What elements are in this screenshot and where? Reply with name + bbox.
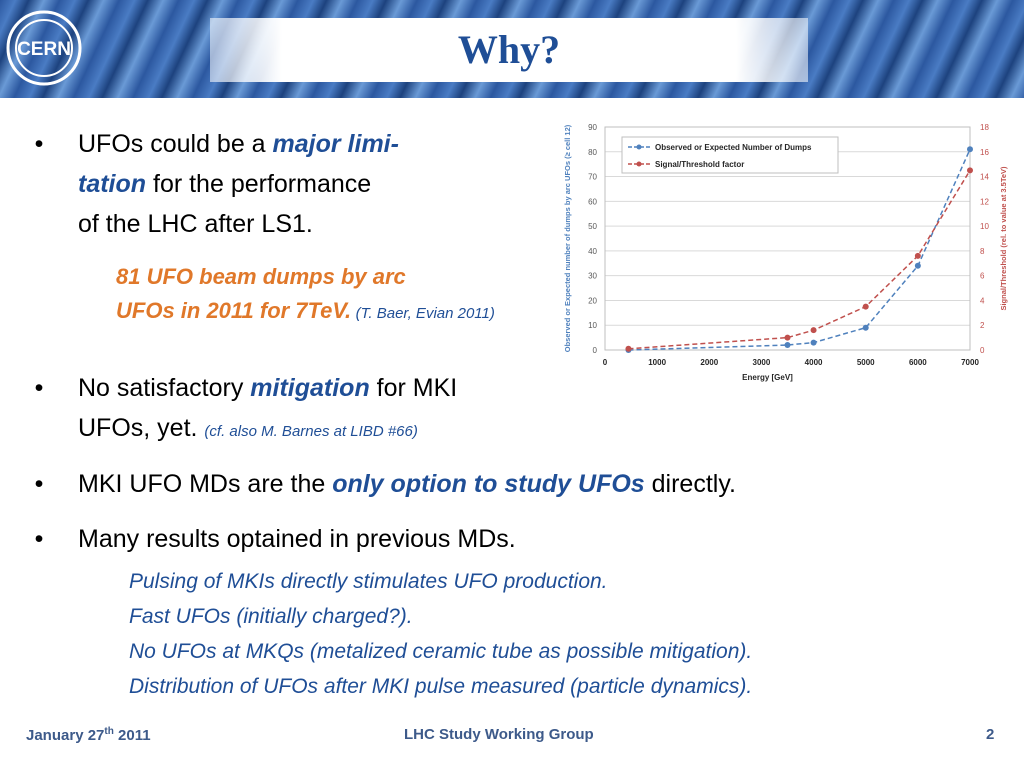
- y2-tick-label: 14: [980, 173, 989, 182]
- data-point: [784, 334, 791, 341]
- bullet-text: UFOs could be a: [78, 130, 273, 158]
- x-tick-label: 5000: [857, 358, 875, 367]
- bullet-text: No satisfactory: [78, 374, 251, 402]
- legend-marker: [636, 144, 642, 150]
- chart-svg: 0 10 20 30 40 50 60 70 80 90 0 2 4 6 8 10 12 14 16 18 0 1000 2…: [563, 123, 1008, 382]
- bullet-text: of the LHC after LS1.: [78, 210, 313, 238]
- sub-point: Distribution of UFOs after MKI pulse mea…: [129, 675, 753, 698]
- legend-marker: [636, 161, 642, 167]
- bullet-dot: •: [34, 130, 44, 158]
- data-point: [625, 345, 632, 352]
- x-tick-label: 3000: [753, 358, 771, 367]
- x-tick-label: 4000: [805, 358, 823, 367]
- y2-tick-label: 0: [980, 346, 985, 355]
- highlight-line: 81 UFO beam dumps by arc: [116, 264, 406, 289]
- y-tick-label: 70: [588, 173, 597, 182]
- emphasis-text: major limi-: [272, 130, 399, 158]
- y2-tick-label: 12: [980, 197, 989, 206]
- y-tick-label: 50: [588, 222, 597, 231]
- sub-point: Pulsing of MKIs directly stimulates UFO …: [129, 570, 608, 593]
- bullet-text: Many results optained in previous MDs.: [78, 525, 516, 553]
- bullet-dot: •: [34, 525, 44, 553]
- page-number: 2: [986, 726, 995, 743]
- slide-title: Why?: [457, 27, 561, 72]
- y-tick-label: 90: [588, 123, 597, 132]
- y2-tick-label: 2: [980, 321, 985, 330]
- svg-text:CERN: CERN: [17, 39, 71, 60]
- y-tick-label: 60: [588, 197, 597, 206]
- y2-tick-label: 16: [980, 148, 989, 157]
- data-point: [967, 167, 973, 174]
- y-tick-label: 30: [588, 272, 597, 281]
- x-tick-label: 1000: [648, 358, 666, 367]
- legend-box: [621, 136, 839, 174]
- y2-tick-label: 6: [980, 272, 985, 281]
- y2-tick-label: 4: [980, 296, 985, 305]
- y-axis-label: Observed or Expected number of dumps by …: [563, 124, 572, 352]
- x-tick-label: 6000: [909, 358, 927, 367]
- footer-date: January 27th 2011: [26, 726, 151, 744]
- bullet-dot: •: [34, 374, 44, 402]
- data-point: [914, 262, 921, 269]
- data-point: [784, 342, 791, 349]
- emphasis-text: tation: [78, 170, 147, 198]
- reference-text: (T. Baer, Evian 2011): [355, 305, 495, 322]
- series-line-0: [628, 148, 971, 351]
- data-point: [967, 146, 973, 153]
- bullet-text: UFOs, yet.: [78, 414, 198, 442]
- highlight-note: 81 UFO beam dumps by arc UFOs in 2011 fo…: [116, 260, 495, 331]
- x-tick-label: 7000: [961, 358, 979, 367]
- cern-logo: CERN: [6, 10, 82, 86]
- y2-tick-label: 18: [980, 123, 989, 132]
- legend-label: Observed or Expected Number of Dumps: [655, 143, 812, 152]
- title-band: [210, 18, 808, 82]
- emphasis-text: mitigation: [250, 374, 370, 402]
- y-tick-label: 20: [588, 296, 597, 305]
- y-tick-label: 0: [593, 346, 598, 355]
- bullet-text: for MKI: [369, 374, 458, 402]
- data-point: [914, 252, 921, 259]
- x-tick-label: 0: [603, 358, 608, 367]
- legend-label: Signal/Threshold factor: [655, 160, 744, 169]
- data-point: [810, 339, 817, 346]
- bullet-dot: •: [34, 470, 44, 498]
- sub-point: No UFOs at MKQs (metalized ceramic tube …: [129, 640, 753, 663]
- y2-tick-label: 8: [980, 247, 985, 256]
- footer-center: LHC Study Working Group: [404, 726, 594, 743]
- x-axis-label: Energy [GeV]: [742, 373, 793, 382]
- plot-area: [604, 126, 971, 351]
- y-tick-label: 80: [588, 148, 597, 157]
- series-line-1: [628, 170, 971, 350]
- y2-axis-label: Signal/Threshold (rel. to value at 3.5Te…: [999, 166, 1008, 311]
- reference-text: (cf. also M. Barnes at LIBD #66): [204, 423, 418, 440]
- footer: January 27th 2011 LHC Study Working Grou…: [0, 718, 1024, 758]
- y-tick-label: 10: [588, 321, 597, 330]
- y2-tick-label: 10: [980, 222, 989, 231]
- x-tick-label: 2000: [700, 358, 718, 367]
- y-tick-label: 40: [588, 247, 597, 256]
- data-point: [862, 303, 869, 310]
- highlight-line: UFOs in 2011 for 7TeV.: [116, 298, 352, 323]
- bullet-text: for the performance: [146, 170, 372, 198]
- data-point: [810, 327, 817, 334]
- sub-point: Fast UFOs (initially charged?).: [129, 605, 413, 628]
- data-point: [862, 324, 869, 331]
- emphasis-text: only option to study UFOs: [332, 470, 645, 498]
- bullet-text: MKI UFO MDs are the: [78, 470, 333, 498]
- ufo-dumps-chart: 0 10 20 30 40 50 60 70 80 90 0 2 4 6 8 10 12 14 16 18 0 1000 2…: [556, 116, 1016, 396]
- bullet-text: directly.: [644, 470, 736, 498]
- header-banner: Why? CERN: [0, 0, 1024, 98]
